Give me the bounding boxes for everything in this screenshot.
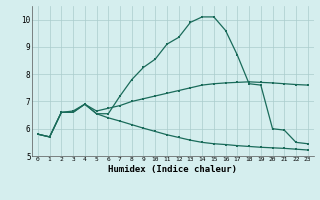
X-axis label: Humidex (Indice chaleur): Humidex (Indice chaleur): [108, 165, 237, 174]
